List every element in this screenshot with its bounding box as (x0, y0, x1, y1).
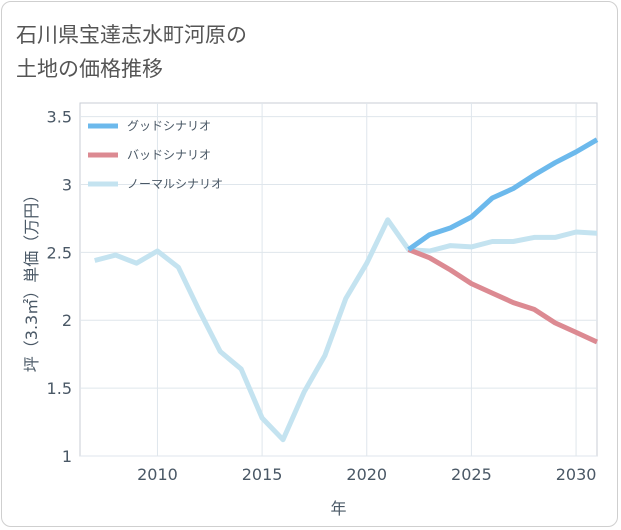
x-tick-label: 2030 (556, 465, 597, 484)
y-tick-label: 2 (62, 311, 72, 330)
y-tick-label: 2.5 (47, 243, 72, 262)
series-line-1 (407, 137, 599, 252)
x-tick-label: 2010 (137, 465, 178, 484)
legend-label: バッドシナリオ (127, 148, 211, 162)
y-axis-title: 坪（3.3㎡）単価（万円） (22, 187, 41, 372)
x-axis-title: 年 (330, 499, 346, 518)
y-tick-label: 1.5 (47, 379, 72, 398)
y-tick-label: 3 (62, 175, 72, 194)
x-tick-label: 2025 (451, 465, 492, 484)
chart-title: 石川県宝達志水町河原の 土地の価格推移 (16, 23, 247, 81)
series-line-2 (407, 247, 599, 345)
y-tick-label: 1 (62, 447, 72, 466)
x-tick-label: 2020 (346, 465, 387, 484)
series-lines (94, 137, 599, 443)
legend-label: ノーマルシナリオ (127, 177, 223, 191)
y-tick-label: 3.5 (47, 108, 72, 127)
x-tick-label: 2015 (242, 465, 283, 484)
grid-lines (79, 102, 598, 457)
legend-label: グッドシナリオ (127, 119, 211, 133)
series-line-3 (94, 217, 598, 443)
axes: 1 1.5 2 2.5 3 3.5 2010 2015 2020 2025 2030 (47, 108, 597, 484)
